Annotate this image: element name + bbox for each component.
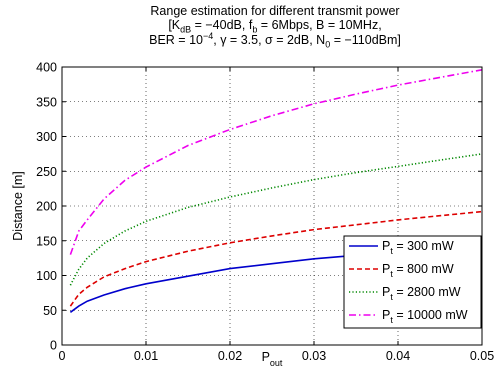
y-tick-label: 0	[50, 339, 57, 353]
legend-label: Pt = 300 mW	[382, 239, 454, 256]
chart-title-line-2: [KdB = −40dB, fb = 6Mbps, B = 10MHz,	[40, 18, 500, 35]
title-params: , γ = 3.5, σ = 2dB, N	[213, 33, 326, 47]
y-tick-label: 400	[36, 61, 57, 75]
y-tick-label: 150	[36, 234, 57, 248]
x-tick-label: 0.02	[218, 349, 242, 363]
legend-label-part: = 2800 mW	[393, 285, 461, 299]
legend-label-part: P	[382, 285, 390, 299]
y-tick-label: 350	[36, 95, 57, 109]
y-tick-label: 250	[36, 165, 57, 179]
title-n-val: = −110dBm]	[330, 33, 401, 47]
x-tick-label: 0.05	[470, 349, 494, 363]
y-tick-label: 200	[36, 200, 57, 214]
legend-label-part: = 300 mW	[393, 239, 454, 253]
legend-label-part: = 10000 mW	[393, 308, 468, 322]
x-tick-label: 0	[59, 349, 66, 363]
y-tick-label: 50	[43, 304, 57, 318]
chart-title-line-3: BER = 10−4, γ = 3.5, σ = 2dB, N0 = −110d…	[40, 30, 500, 50]
x-tick-labels: 0 0.01 0.02 0.03 0.04 0.05	[59, 349, 495, 363]
x-axis-label-sub: out	[270, 358, 283, 368]
title-f-sub: b	[252, 24, 258, 35]
legend-label-part: t	[390, 292, 393, 302]
legend-label: Pt = 10000 mW	[382, 308, 468, 325]
series-line	[69, 153, 483, 286]
x-tick-label: 0.04	[386, 349, 410, 363]
title-k-open: [K	[168, 18, 181, 32]
series-line	[69, 210, 483, 307]
y-tick-label: 100	[36, 269, 57, 283]
chart-title-line-1: Range estimation for different transmit …	[150, 4, 400, 18]
y-tick-label: 300	[36, 130, 57, 144]
legend-label-part: P	[382, 308, 390, 322]
y-tick-labels: 0 50 100 150 200 250 300 350 400	[36, 61, 57, 353]
title-f-val: = 6Mbps, B = 10MHz,	[257, 18, 382, 32]
legend-label-part: t	[390, 269, 393, 279]
x-tick-label: 0.03	[302, 349, 326, 363]
legend-label-part: t	[390, 315, 393, 325]
legend-label: Pt = 800 mW	[382, 262, 454, 279]
y-axis-label: Distance [m]	[11, 171, 25, 240]
title-ber: BER = 10	[149, 33, 203, 47]
title-ber-exp: −4	[202, 30, 214, 41]
title-k-sub: dB	[180, 24, 192, 35]
x-tick-label: 0.01	[134, 349, 158, 363]
legend-label: Pt = 2800 mW	[382, 285, 461, 302]
series-line	[69, 69, 483, 255]
legend-label-part: = 800 mW	[393, 262, 454, 276]
legend-label-part: P	[382, 239, 390, 253]
legend-box	[343, 235, 482, 329]
title-n-sub: 0	[325, 39, 331, 50]
x-axis-label: Pout	[262, 350, 283, 368]
legend-label-part: P	[382, 262, 390, 276]
title-k-val: = −40dB, f	[191, 18, 253, 32]
legend-label-part: t	[390, 246, 393, 256]
x-axis-label-main: P	[262, 350, 270, 364]
